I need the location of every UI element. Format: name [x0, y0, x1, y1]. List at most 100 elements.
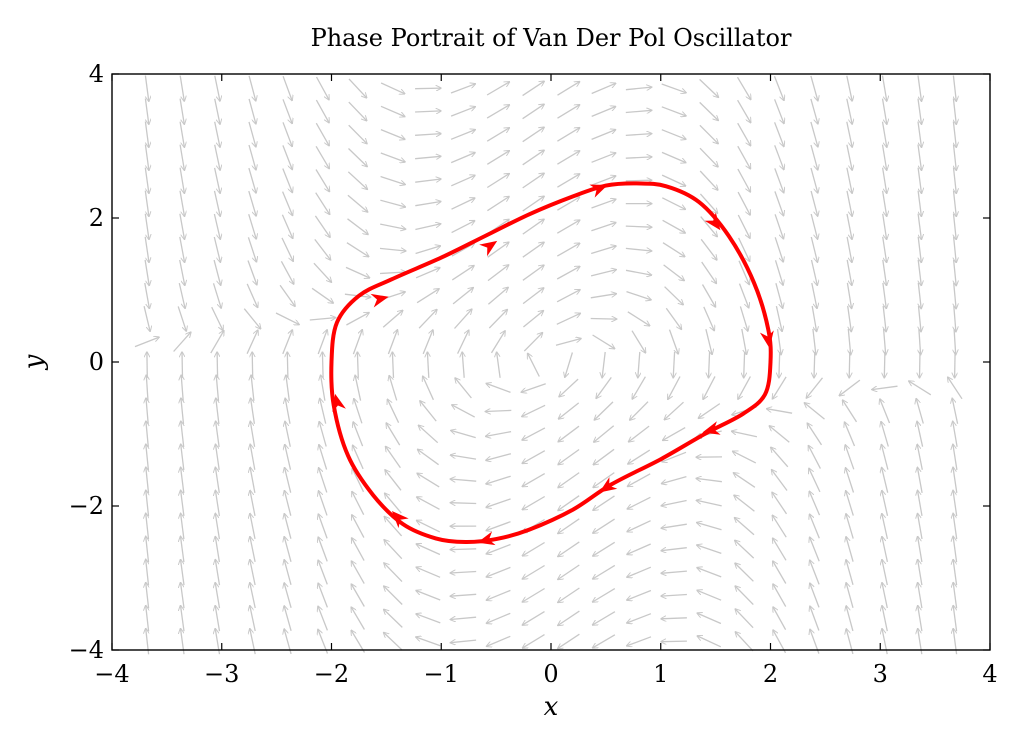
field-arrow [450, 153, 475, 164]
field-arrow [384, 540, 403, 560]
field-arrow [590, 294, 617, 299]
field-arrow [591, 83, 616, 95]
field-arrow [668, 376, 681, 400]
field-arrow [144, 282, 150, 309]
field-arrow [179, 121, 184, 148]
field-arrow [627, 311, 650, 326]
field-arrow [628, 449, 651, 464]
field-arrow [705, 329, 712, 354]
field-arrow [696, 478, 722, 483]
field-arrow [920, 351, 921, 378]
field-arrow [181, 559, 185, 586]
field-arrow [773, 630, 787, 654]
field-arrow [953, 605, 958, 632]
field-arrow [556, 313, 581, 325]
field-arrow [918, 513, 923, 540]
field-arrow [251, 398, 256, 424]
field-arrow [661, 129, 686, 140]
field-arrow [522, 81, 545, 97]
field-arrow [487, 287, 508, 305]
field-arrow [810, 606, 820, 631]
field-arrow [144, 190, 149, 217]
field-arrow [181, 375, 183, 401]
field-arrow [848, 328, 850, 355]
field-arrow [385, 470, 402, 491]
field-arrow [522, 150, 545, 166]
field-arrow [418, 425, 439, 444]
field-arrow [662, 451, 687, 462]
field-arrow [246, 283, 258, 308]
field-arrow [317, 330, 327, 355]
field-arrow [736, 76, 751, 99]
field-arrow [380, 82, 405, 94]
field-arrow [486, 498, 511, 508]
field-arrow [418, 449, 439, 466]
field-arrow [347, 218, 369, 235]
field-arrow [522, 564, 545, 580]
field-arrow [451, 175, 475, 187]
field-arrow [450, 549, 477, 550]
field-arrow [953, 582, 958, 609]
field-arrow [380, 152, 405, 162]
field-arrow [846, 75, 852, 101]
field-arrow [486, 475, 511, 484]
field-arrow [664, 401, 684, 420]
field-arrow [662, 197, 685, 210]
field-arrow [450, 594, 477, 596]
x-tick-label: 1 [653, 660, 668, 688]
field-arrow [880, 399, 891, 424]
field-arrow [450, 503, 477, 504]
field-arrow [351, 584, 365, 607]
field-arrow [321, 375, 326, 401]
field-arrow [314, 215, 330, 238]
field-arrow [697, 523, 722, 531]
field-arrow [181, 490, 185, 517]
field-arrow [738, 237, 750, 262]
field-arrow [215, 490, 221, 517]
field-arrow [733, 473, 756, 488]
field-arrow [846, 213, 852, 240]
field-arrow [415, 202, 441, 207]
field-arrow [558, 541, 580, 557]
field-arrow [557, 197, 579, 211]
cycle-direction-arrow [759, 330, 774, 349]
field-arrow [661, 641, 687, 642]
field-arrow [146, 375, 148, 401]
field-arrow [216, 421, 220, 447]
field-arrow [357, 352, 358, 378]
field-arrow [779, 351, 780, 378]
field-arrow [593, 518, 615, 533]
field-arrow [881, 190, 887, 217]
field-arrow [735, 563, 754, 582]
field-arrow [699, 124, 718, 143]
field-arrow [952, 398, 959, 424]
chart-title: Phase Portrait of Van Der Pol Oscillator [311, 24, 792, 52]
field-arrow [917, 421, 924, 447]
field-arrow [247, 237, 256, 262]
field-arrow [625, 269, 652, 275]
field-arrow [146, 444, 149, 471]
field-arrow [352, 538, 365, 561]
field-arrow [558, 472, 580, 488]
field-arrow [846, 468, 855, 493]
field-arrow [522, 427, 546, 440]
field-arrow [177, 306, 186, 331]
field-arrow [379, 248, 406, 251]
field-arrow [738, 376, 751, 400]
field-arrow [455, 378, 472, 399]
field-arrow [733, 451, 757, 464]
field-arrow [248, 190, 256, 216]
field-arrow [881, 75, 887, 102]
field-arrow [558, 564, 580, 580]
x-tick-label: 2 [763, 660, 778, 688]
field-arrow [737, 99, 751, 123]
field-arrow [523, 333, 542, 352]
field-arrow [380, 223, 406, 229]
field-arrow [146, 490, 149, 517]
field-arrow [282, 330, 293, 355]
field-arrow [557, 105, 580, 119]
field-arrow [387, 330, 397, 355]
field-arrow [416, 614, 441, 624]
field-arrow [884, 351, 885, 378]
